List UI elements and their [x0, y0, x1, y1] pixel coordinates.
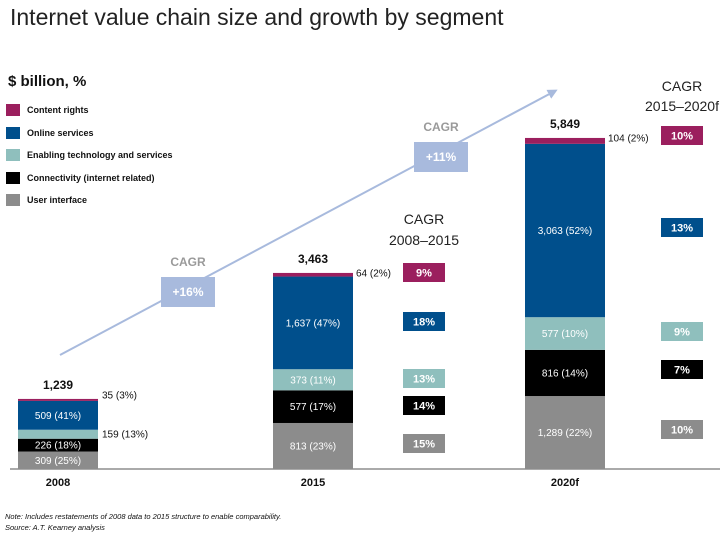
segment-cagr-box-enabling	[661, 322, 703, 341]
data-label: 35 (3%)	[102, 390, 137, 401]
segment-cagr-value: 10%	[671, 425, 693, 437]
segment-cagr-box-online	[661, 218, 703, 237]
overall-cagr-value: +11%	[426, 150, 457, 164]
overall-cagr-box	[161, 277, 215, 307]
segment-cagr-value: 9%	[674, 327, 690, 339]
bar-enabling-2015	[273, 369, 353, 391]
data-label: 226 (18%)	[35, 441, 81, 452]
bar-connectivity-2020f	[525, 349, 605, 397]
legend-label-content-rights: Content rights	[27, 105, 89, 115]
segment-cagr-value: 13%	[413, 374, 435, 386]
segment-cagr-box-connectivity	[403, 396, 445, 415]
bar-total-label: 1,239	[43, 378, 73, 392]
segment-cagr-value: 13%	[671, 223, 693, 235]
bar-total-label: 3,463	[298, 252, 328, 266]
data-label: 309 (25%)	[35, 456, 81, 467]
data-label: 1,289 (22%)	[538, 428, 592, 439]
segment-cagr-box-online	[403, 312, 445, 331]
segment-cagr-header: CAGR	[662, 78, 702, 94]
segment-cagr-header: CAGR	[404, 211, 444, 227]
legend-label-connectivity: Connectivity (internet related)	[27, 172, 155, 183]
data-label: 3,063 (52%)	[538, 226, 592, 237]
bar-connectivity-2008	[18, 438, 98, 452]
segment-cagr-header: 2015–2020f	[645, 98, 719, 114]
growth-arrow-layer	[59, 89, 558, 356]
bar-connectivity-2015	[273, 390, 353, 423]
bar-total-label: 5,849	[550, 117, 580, 131]
segment-cagr-box-connectivity	[661, 360, 703, 379]
bar-ui-2008	[18, 451, 98, 469]
bar-content-2015	[273, 272, 353, 277]
data-label: 509 (41%)	[35, 411, 81, 422]
x-tick-label: 2020f	[551, 477, 579, 489]
note-text: Note: Includes restatements of 2008 data…	[5, 512, 282, 521]
data-label: 159 (13%)	[102, 430, 148, 441]
x-tick-label: 2008	[46, 477, 70, 489]
chart-title: Internet value chain size and growth by …	[10, 4, 504, 30]
legend-swatch-online-services	[6, 126, 20, 139]
segment-cagr-header: 2008–2015	[389, 232, 459, 248]
data-label: 373 (11%)	[290, 375, 335, 386]
segment-cagr-value: 7%	[674, 365, 690, 377]
labels-layer: 2008 1,239 309 (25%) 226 (18%) 159 (13%) 509 …	[35, 78, 719, 489]
legend-label-online-services: Online services	[27, 127, 94, 138]
segment-cagr-value: 14%	[413, 401, 435, 413]
segment-cagr-box-content	[403, 263, 445, 282]
bars-layer	[18, 137, 605, 469]
data-label: 816 (14%)	[542, 368, 588, 379]
segment-cagr-box-enabling	[403, 369, 445, 388]
segment-cagr-value: 18%	[413, 317, 435, 329]
data-label: 104 (2%)	[608, 133, 649, 144]
bar-ui-2015	[273, 422, 353, 469]
bar-online-2008	[18, 400, 98, 430]
overall-cagr-box	[414, 142, 468, 172]
segment-cagr-box-ui	[403, 434, 445, 453]
overall-cagr-value: +16%	[172, 285, 203, 299]
bar-ui-2020f	[525, 396, 605, 469]
legend-swatch-enabling-technology	[6, 149, 20, 161]
legend-swatch-user-interface	[6, 194, 20, 206]
data-label: 577 (10%)	[542, 329, 588, 340]
segment-cagr-box-content	[661, 126, 703, 145]
segment-cagr-value: 15%	[413, 439, 435, 451]
segment-cagr-value: 10%	[671, 131, 693, 143]
data-label: 1,637 (47%)	[286, 318, 340, 329]
unit-label: $ billion, %	[8, 73, 87, 90]
overall-cagr-label: CAGR	[423, 120, 459, 134]
legend-swatch-content-rights	[6, 104, 20, 116]
growth-arrow	[59, 89, 558, 356]
bar-enabling-2020f	[525, 317, 605, 350]
data-label: 813 (23%)	[290, 441, 336, 452]
bar-online-2015	[273, 276, 353, 370]
legend-label-user-interface: User interface	[27, 195, 88, 205]
legend-label-enabling-technology: Enabling technology and services	[27, 150, 173, 160]
bar-online-2020f	[525, 143, 605, 318]
data-label: 64 (2%)	[356, 268, 391, 279]
x-tick-label: 2015	[301, 477, 325, 489]
bar-content-2020f	[525, 137, 605, 144]
overall-cagr-label: CAGR	[170, 255, 206, 269]
bar-content-2008	[18, 398, 98, 401]
legend-swatch-connectivity	[6, 171, 20, 184]
footnotes: Note: Includes restatements of 2008 data…	[5, 511, 281, 533]
data-label: 577 (17%)	[290, 402, 336, 413]
bar-enabling-2008	[18, 429, 98, 439]
source-text: Source: A.T. Kearney analysis	[5, 523, 105, 532]
segment-cagr-box-ui	[661, 420, 703, 439]
segment-cagr-value: 9%	[416, 268, 432, 280]
